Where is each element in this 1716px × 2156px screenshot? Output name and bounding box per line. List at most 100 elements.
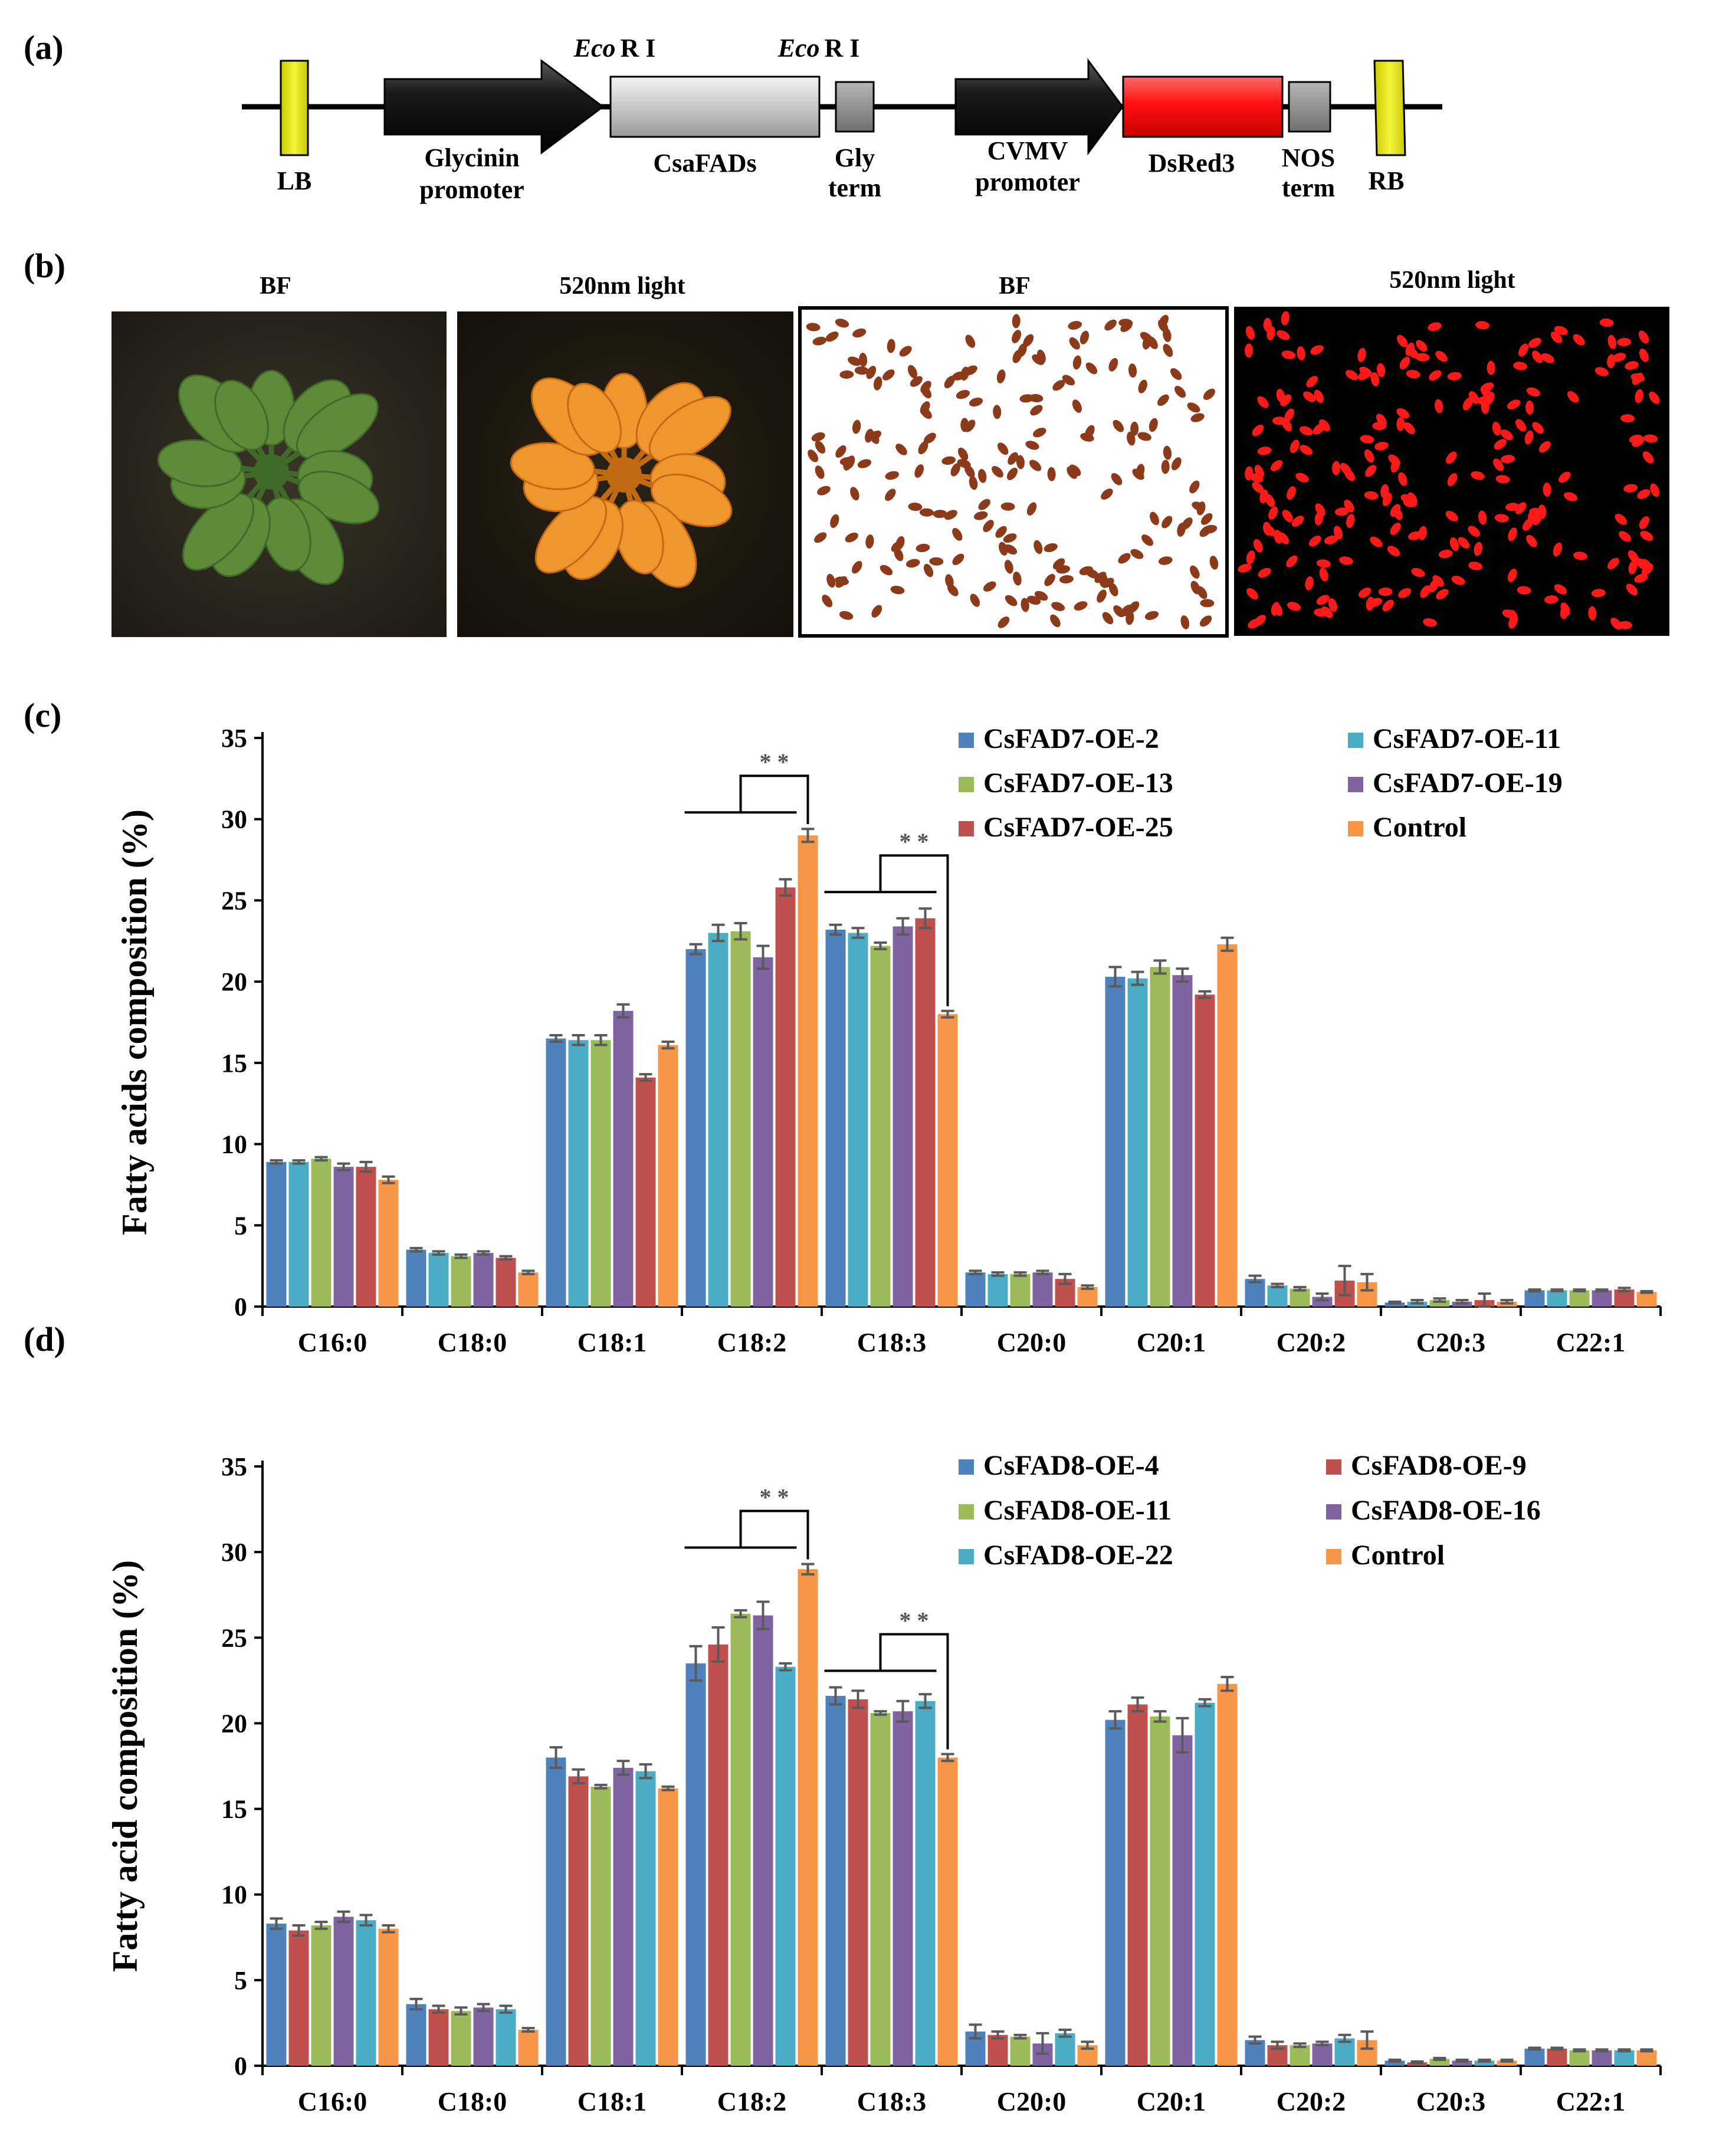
seed (1016, 455, 1025, 470)
seed (1163, 343, 1173, 357)
bar (473, 1253, 494, 1307)
seed (907, 365, 917, 379)
seed-fluorescent (1284, 408, 1295, 422)
bar (613, 1767, 634, 2066)
significance-label: * * (760, 749, 789, 775)
bar (378, 1180, 399, 1307)
seed-fluorescent (1599, 318, 1614, 327)
seed (1128, 363, 1137, 378)
seed-fluorescent (1432, 575, 1444, 587)
seed (1032, 354, 1045, 365)
error-bar (969, 1269, 982, 1275)
error-bar (1220, 936, 1234, 952)
x-tick-label: C20:1 (1137, 1327, 1206, 1357)
seed (1141, 534, 1153, 546)
error-bar (1433, 2056, 1446, 2061)
seed (830, 514, 839, 529)
bar (1614, 1289, 1635, 1307)
error-bar (270, 1159, 283, 1165)
seed (1118, 553, 1131, 564)
seed-fluorescent (1370, 536, 1383, 547)
seed-fluorescent (1445, 511, 1458, 521)
error-bar (779, 878, 792, 897)
seed-fluorescent (1639, 348, 1649, 362)
seed-fluorescent (1518, 343, 1528, 357)
significance-bracket (684, 775, 809, 825)
error-bar (549, 1746, 563, 1769)
y-tick-label: 35 (221, 724, 247, 753)
seed-fluorescent (1252, 424, 1264, 437)
seed-fluorescent (1407, 346, 1419, 359)
error-bar (1220, 1676, 1234, 1692)
y-tick-label: 30 (221, 805, 247, 834)
seed (1130, 549, 1144, 559)
seed (1034, 590, 1048, 601)
bar (428, 1253, 449, 1307)
seed (924, 432, 936, 444)
bar (1614, 2050, 1635, 2066)
seed-fluorescent (1528, 337, 1541, 348)
seed (1196, 501, 1206, 516)
seed-fluorescent (1344, 468, 1355, 481)
seed (1044, 543, 1058, 553)
seed (1157, 394, 1169, 406)
x-tick-label: C18:1 (578, 2086, 647, 2116)
y-axis-label: Fatty acids composition (%) (115, 809, 154, 1235)
bar (1195, 1702, 1215, 2066)
seed-fluorescent (1387, 546, 1400, 557)
seed (999, 542, 1008, 556)
seed-fluorescent (1376, 363, 1386, 378)
seed-fluorescent (1287, 486, 1296, 500)
error-bar (1338, 1265, 1351, 1297)
bar (798, 835, 818, 1307)
seed (1199, 526, 1212, 537)
significance-bracket (824, 854, 949, 1006)
legend-label: CsFAD7-OE-11 (1373, 723, 1561, 754)
bar (590, 1040, 611, 1307)
bar (406, 2004, 426, 2066)
bar (1569, 2050, 1590, 2066)
seed (998, 616, 1010, 628)
x-tick-label: C18:3 (857, 1327, 927, 1357)
seed (1162, 516, 1173, 529)
error-bar (1640, 1289, 1653, 1294)
seed (995, 526, 1007, 538)
seed (1170, 368, 1182, 380)
chart-c: 0 5 10 15 20 25 30 35 Fatty acids composition (%… (115, 723, 1662, 1357)
seed-fluorescent (1382, 493, 1392, 507)
error-bar (1198, 990, 1212, 999)
error-bar (918, 1693, 932, 1709)
seed-fluorescent (1249, 473, 1264, 483)
seed (1069, 464, 1081, 477)
seed (1138, 379, 1147, 393)
error-bar (1388, 1300, 1402, 1305)
bar (1195, 995, 1215, 1307)
error-bar (1455, 2058, 1469, 2063)
dsred3-reporter (1122, 76, 1284, 138)
legend-label: CsFAD7-OE-2 (983, 723, 1159, 754)
seed-fluorescent (1339, 556, 1353, 565)
seed (1149, 418, 1158, 432)
error-bar (314, 1156, 328, 1162)
seed (1006, 467, 1018, 480)
seed-fluorescent (1550, 332, 1563, 343)
bar (1172, 975, 1193, 1307)
x-tick-label: C22:1 (1556, 1327, 1626, 1357)
bar (546, 1038, 566, 1307)
seed (1085, 362, 1098, 375)
error-bar (1360, 1272, 1374, 1292)
seed-fluorescent (1246, 550, 1255, 565)
seed-fluorescent (1532, 422, 1544, 434)
bar (1312, 2043, 1333, 2066)
seed (1104, 319, 1117, 331)
seed-fluorescent (1650, 483, 1660, 497)
bar (658, 1045, 678, 1307)
legend-label: CsFAD8-OE-11 (983, 1495, 1172, 1526)
error-bar (689, 1645, 703, 1682)
bar (658, 1788, 678, 2066)
error-bar (1081, 2040, 1094, 2050)
seed (908, 503, 923, 511)
seed (973, 511, 988, 520)
cvmv-label: CVMV (987, 136, 1068, 165)
x-tick-label: C20:3 (1416, 1327, 1486, 1357)
